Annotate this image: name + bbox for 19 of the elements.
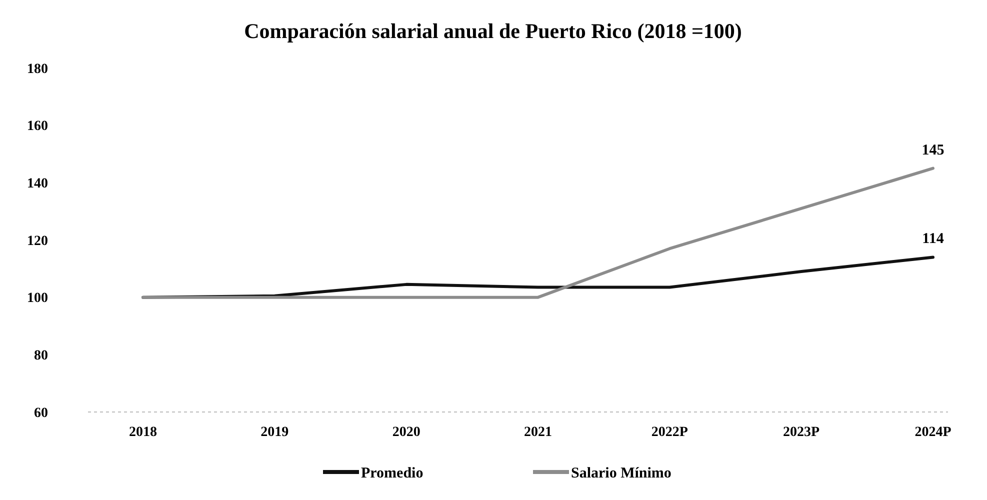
x-tick-label: 2018: [129, 425, 157, 440]
x-tick-label: 2019: [260, 425, 289, 440]
y-tick-label: 120: [27, 234, 48, 249]
x-tick-label: 2024P: [914, 425, 952, 440]
chart-title: Comparación salarial anual de Puerto Rico (2018 =100): [244, 19, 742, 43]
data-label: 145: [922, 142, 944, 158]
x-tick-label: 2023P: [783, 425, 820, 440]
y-tick-label: 180: [27, 62, 48, 77]
x-tick-label: 2020: [392, 425, 420, 440]
y-tick-label: 140: [27, 176, 48, 192]
data-label: 114: [922, 231, 944, 248]
legend-label: Promedio: [361, 465, 424, 482]
y-tick-label: 100: [27, 291, 48, 306]
y-tick-label: 160: [27, 119, 48, 134]
y-tick-label: 60: [34, 406, 48, 421]
legend-label: Salario Mínimo: [571, 465, 672, 482]
x-tick-label: 2021: [524, 425, 552, 440]
y-tick-label: 80: [34, 348, 48, 364]
x-tick-label: 2022P: [651, 425, 688, 440]
